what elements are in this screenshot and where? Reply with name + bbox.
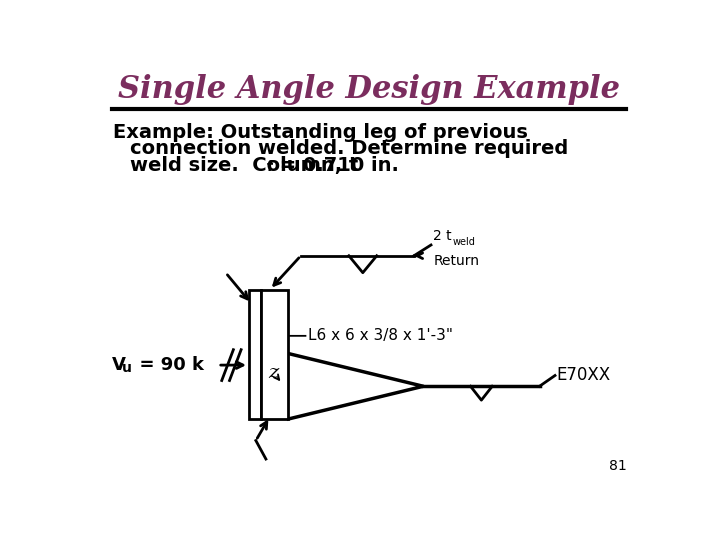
Text: E70XX: E70XX (557, 367, 611, 384)
Text: Return: Return (433, 254, 480, 268)
Text: Single Angle Design Example: Single Angle Design Example (118, 74, 620, 105)
Text: z: z (268, 364, 278, 382)
Text: = 0.710 in.: = 0.710 in. (273, 156, 399, 174)
Text: = 90 k: = 90 k (127, 356, 204, 374)
Text: u: u (122, 361, 132, 375)
Text: L6 x 6 x 3/8 x 1'-3": L6 x 6 x 3/8 x 1'-3" (307, 328, 453, 343)
Text: connection welded. Determine required: connection welded. Determine required (130, 139, 569, 159)
Text: V: V (112, 356, 125, 374)
Text: Example: Outstanding leg of previous: Example: Outstanding leg of previous (113, 123, 528, 143)
Bar (249, 289, 261, 419)
Text: 81: 81 (609, 459, 627, 473)
Text: f: f (266, 159, 273, 173)
Bar (261, 289, 289, 419)
Text: weld size.  Column, t: weld size. Column, t (130, 156, 359, 174)
Text: weld: weld (453, 237, 476, 247)
Text: 2 t: 2 t (433, 230, 452, 244)
